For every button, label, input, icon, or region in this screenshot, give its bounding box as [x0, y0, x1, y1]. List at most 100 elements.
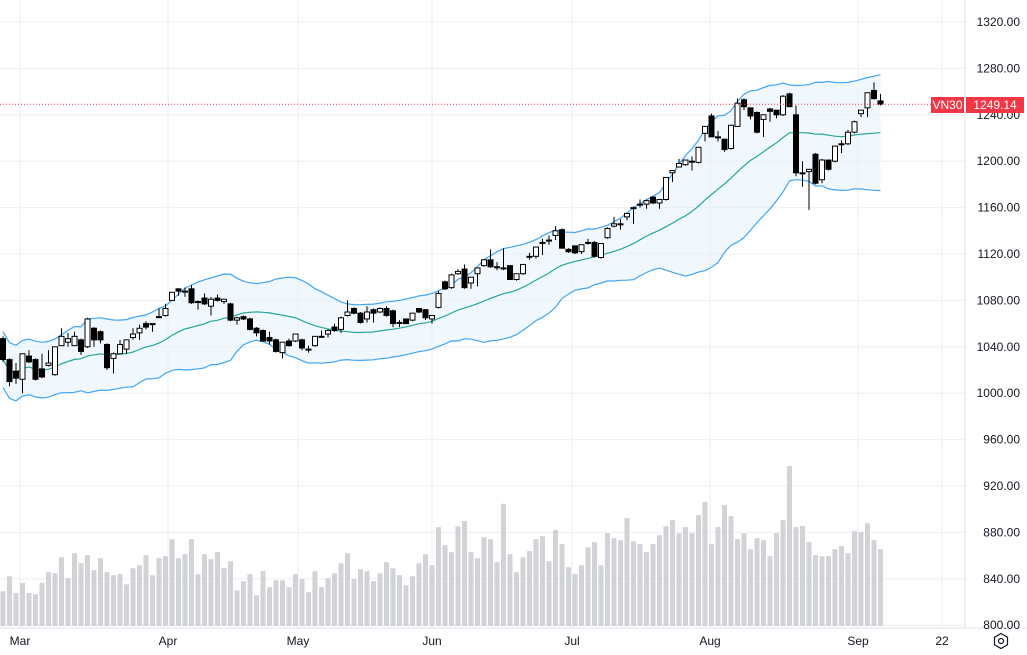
volume-bar	[683, 527, 688, 626]
candle-series	[0, 82, 884, 394]
volume-bar	[156, 558, 162, 626]
volume-bar	[98, 558, 103, 626]
volume-bar	[637, 544, 643, 626]
candle-body	[247, 318, 253, 330]
volume-bar	[559, 544, 565, 626]
candle-body	[806, 168, 812, 173]
candle-body	[676, 163, 682, 168]
volume-bar	[780, 520, 786, 626]
volume-bar	[150, 575, 155, 626]
candle	[624, 212, 630, 221]
volume-bar	[221, 568, 227, 626]
candle	[851, 120, 858, 134]
candle	[169, 291, 175, 301]
candle-body	[279, 341, 286, 354]
volume-bar	[871, 540, 877, 626]
volume-bar	[234, 590, 240, 626]
candle-body	[6, 359, 13, 383]
volume-bar	[735, 539, 740, 626]
volume-bar	[46, 572, 51, 626]
volume-bar	[280, 580, 285, 626]
candle	[676, 158, 682, 168]
volume-bar	[111, 575, 116, 626]
candle	[364, 306, 370, 323]
volume-bar	[13, 592, 19, 626]
candle	[208, 296, 214, 316]
candle-body	[409, 312, 416, 321]
candle-body	[572, 245, 578, 254]
candle	[175, 288, 182, 296]
volume-bar	[566, 567, 571, 626]
volume-bar	[124, 584, 129, 626]
x-tick-label: Mar	[10, 634, 31, 648]
volume-bar	[761, 540, 766, 626]
y-tick-label: 800.00	[983, 618, 1020, 632]
candle	[442, 280, 448, 290]
candle	[526, 252, 533, 260]
volume-bar	[598, 565, 604, 626]
candle	[871, 82, 877, 100]
y-tick-label: 1120.00	[978, 247, 1021, 261]
volume-bar	[507, 554, 513, 626]
candle	[747, 107, 754, 120]
candle-body	[253, 327, 260, 334]
volume-bar	[475, 558, 480, 626]
candle-body	[149, 323, 156, 326]
volume-bar	[78, 563, 84, 626]
candle-body	[643, 200, 650, 205]
y-tick-label: 920.00	[983, 479, 1020, 493]
volume-bar	[299, 579, 305, 626]
candle-body	[32, 359, 39, 380]
time-axis[interactable]	[0, 628, 1027, 655]
volume-bar	[670, 520, 675, 626]
volume-bar	[351, 579, 357, 626]
volume-bar	[696, 515, 701, 626]
volume-bar	[195, 574, 201, 626]
candle	[773, 109, 780, 119]
volume-bar	[59, 557, 64, 626]
volume-bar	[319, 587, 324, 626]
volume-bar	[20, 582, 25, 626]
candle-body	[689, 160, 695, 163]
candle-body	[117, 343, 123, 355]
candle	[474, 267, 481, 287]
candle	[455, 269, 461, 275]
candle-body	[741, 99, 747, 108]
candle	[708, 113, 715, 138]
gear-icon[interactable]	[992, 632, 1010, 650]
volume-bar	[312, 571, 318, 626]
candle-body	[851, 121, 858, 133]
candle	[357, 312, 364, 324]
candle-body	[585, 241, 591, 244]
candle-body	[52, 346, 58, 376]
candle-body	[494, 266, 500, 269]
volume-bar	[650, 544, 656, 626]
candle-body	[845, 131, 851, 145]
candle-body	[754, 111, 760, 133]
candle	[845, 129, 851, 145]
candle-body	[110, 353, 117, 359]
candle	[767, 107, 773, 122]
candle-body	[91, 327, 97, 341]
volume-bar	[267, 587, 272, 626]
volume-bar	[572, 574, 578, 626]
volume-bar	[722, 505, 727, 626]
candle-body	[624, 212, 630, 218]
candle-body	[45, 362, 52, 366]
candle	[370, 308, 377, 323]
candle	[195, 300, 201, 310]
volume-bar	[247, 574, 253, 626]
candle	[13, 363, 19, 384]
candle	[435, 291, 442, 309]
candle-body	[617, 223, 624, 226]
volume-bar	[709, 544, 714, 626]
y-tick-labels: 1320.001280.001240.001200.001160.001120.…	[977, 15, 1021, 632]
candle-body	[500, 267, 507, 270]
volume-bar	[845, 553, 851, 626]
candle	[812, 153, 819, 185]
volume-bar	[384, 562, 389, 626]
volume-bar	[338, 563, 344, 626]
candle	[715, 131, 721, 142]
volume-bar	[286, 587, 292, 626]
